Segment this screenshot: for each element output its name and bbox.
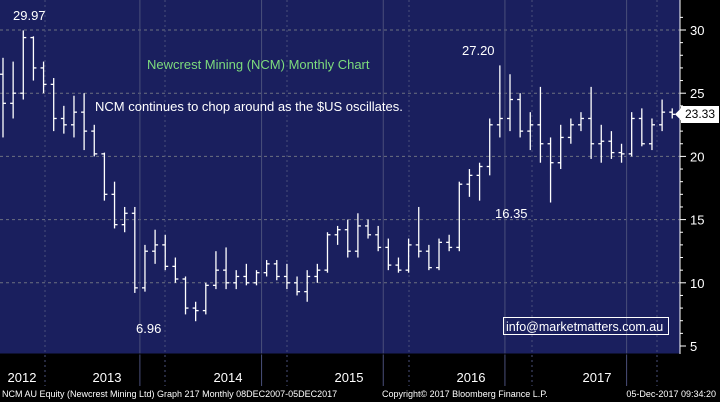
- ohlc-bar: [547, 137, 554, 203]
- ohlc-bar: [324, 232, 331, 273]
- ohlc-bar: [507, 74, 513, 132]
- ohlc-bar: [70, 95, 77, 138]
- ohlc-bar: [0, 57, 6, 138]
- annotation-label: 6.96: [136, 321, 161, 336]
- ohlc-bar: [162, 234, 169, 271]
- annotation-label: 27.20: [462, 43, 495, 58]
- ohlc-bar: [314, 263, 321, 283]
- ohlc-bar: [395, 257, 402, 273]
- ohlc-bar: [486, 118, 493, 176]
- ohlc-bar: [243, 263, 250, 286]
- footer-timestamp: 05-Dec-2017 09:34:20: [626, 389, 716, 399]
- ohlc-bar: [20, 30, 27, 100]
- last-price-tag: 23.33: [681, 106, 719, 124]
- ohlc-bar: [415, 206, 422, 258]
- ohlc-bar: [172, 257, 179, 283]
- annotation-label: 16.35: [495, 206, 528, 221]
- ohlc-bar: [628, 112, 635, 157]
- y-tick-label: 10: [690, 276, 704, 291]
- ohlc-bar: [659, 99, 666, 132]
- x-tick-label: 2015: [335, 370, 364, 385]
- ohlc-bar: [304, 270, 311, 302]
- ohlc-bar: [608, 131, 615, 159]
- ohlc-bar: [60, 105, 67, 134]
- ohlc-bar: [223, 247, 230, 290]
- ohlc-bar: [648, 118, 655, 151]
- ohlc-bar: [537, 86, 544, 163]
- last-price-arrow: [675, 108, 681, 121]
- ohlc-bar: [334, 225, 341, 245]
- chart-subtitle: NCM continues to chop around as the $US …: [95, 99, 403, 114]
- ohlc-bar: [121, 206, 128, 233]
- ohlc-bar: [517, 93, 524, 138]
- plot-area: [0, 0, 680, 354]
- ohlc-bar: [30, 36, 37, 81]
- ohlc-bar: [294, 276, 301, 296]
- x-tick-label: 2017: [583, 370, 612, 385]
- ohlc-bar: [527, 112, 534, 151]
- ohlc-bar: [141, 244, 148, 292]
- ohlc-bar: [456, 181, 463, 252]
- ohlc-bar: [385, 238, 392, 271]
- chart-title: Newcrest Mining (NCM) Monthly Chart: [147, 57, 370, 72]
- ohlc-bar: [273, 260, 280, 281]
- ohlc-bar: [81, 93, 88, 151]
- ohlc-bar: [577, 112, 584, 132]
- x-tick-label: 2014: [214, 370, 243, 385]
- ohlc-bar: [405, 238, 412, 273]
- ohlc-bar: [557, 124, 564, 170]
- ohlc-bar: [101, 152, 108, 201]
- ohlc-bar: [598, 124, 605, 163]
- ohlc-bar: [567, 118, 574, 144]
- footer-copyright: Copyright© 2017 Bloomberg Finance L.P.: [382, 389, 548, 399]
- y-tick-label: 5: [690, 339, 697, 354]
- ohlc-bar: [111, 181, 118, 229]
- y-tick-label: 30: [690, 23, 704, 38]
- ohlc-bar: [476, 162, 483, 201]
- ohlc-bar: [10, 61, 17, 119]
- ohlc-bar: [91, 124, 98, 157]
- ohlc-bar: [496, 65, 503, 138]
- ohlc-bar: [588, 86, 595, 159]
- x-tick-label: 2012: [8, 370, 37, 385]
- annotation-label: 29.97: [13, 8, 46, 23]
- ohlc-bar: [365, 219, 372, 239]
- ohlc-bar: [131, 206, 138, 293]
- ohlc-bar: [425, 244, 432, 271]
- ohlc-bar: [40, 61, 47, 94]
- ohlc-bar: [152, 229, 159, 264]
- ohlc-bar: [283, 263, 290, 290]
- ohlc-bar: [202, 282, 209, 315]
- ohlc-bar: [638, 108, 645, 147]
- ohlc-bar: [192, 301, 199, 322]
- ohlc-bar: [263, 260, 270, 277]
- ohlc-bar: [50, 78, 57, 132]
- y-tick-label: 15: [690, 213, 704, 228]
- ohlc-bar: [344, 219, 351, 258]
- ohlc-bar: [354, 213, 361, 258]
- watermark-email: info@marketmatters.com.au: [503, 317, 669, 335]
- footer-security-info: NCM AU Equity (Newcrest Mining Ltd) Grap…: [2, 389, 338, 399]
- ohlc-bar: [253, 270, 260, 286]
- ohlc-bar: [669, 108, 676, 119]
- ohlc-bar: [375, 225, 382, 252]
- ohlc-bar: [212, 251, 219, 290]
- ohlc-bar: [233, 270, 240, 290]
- y-tick-label: 20: [690, 149, 704, 164]
- ohlc-bar: [182, 276, 189, 315]
- x-tick-label: 2013: [93, 370, 122, 385]
- ohlc-bar: [436, 238, 443, 271]
- ohlc-bar: [446, 234, 453, 252]
- ohlc-bar: [618, 143, 625, 163]
- x-tick-label: 2016: [457, 370, 486, 385]
- footer-bar: NCM AU Equity (Newcrest Mining Ltd) Grap…: [0, 386, 720, 402]
- ohlc-bar: [466, 169, 473, 197]
- y-tick-label: 25: [690, 86, 704, 101]
